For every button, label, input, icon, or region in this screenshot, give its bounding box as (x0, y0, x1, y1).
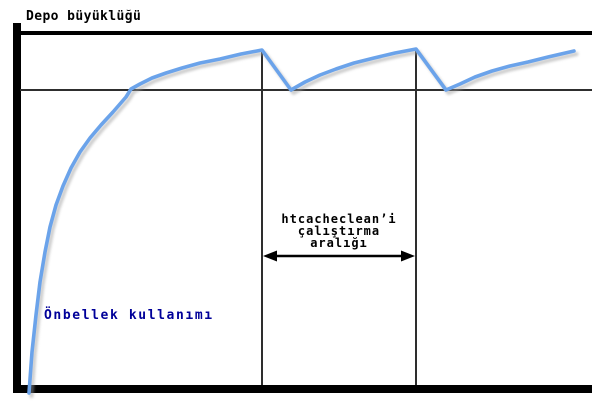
cache-usage-curve (27, 47, 576, 395)
y-axis-bar (13, 23, 21, 393)
x-axis-bar (13, 385, 592, 393)
cache-usage-label: Önbellek kullanımı (44, 308, 214, 323)
interval-arrow-left-head-icon (263, 250, 277, 262)
interval-arrow-right-head-icon (401, 250, 415, 262)
interval-label: htcacheclean’i çalıştırma aralığı (281, 212, 397, 250)
cache-usage-curve-shadow (29, 50, 579, 398)
y-axis-title: Depo büyüklüğü (26, 9, 142, 24)
